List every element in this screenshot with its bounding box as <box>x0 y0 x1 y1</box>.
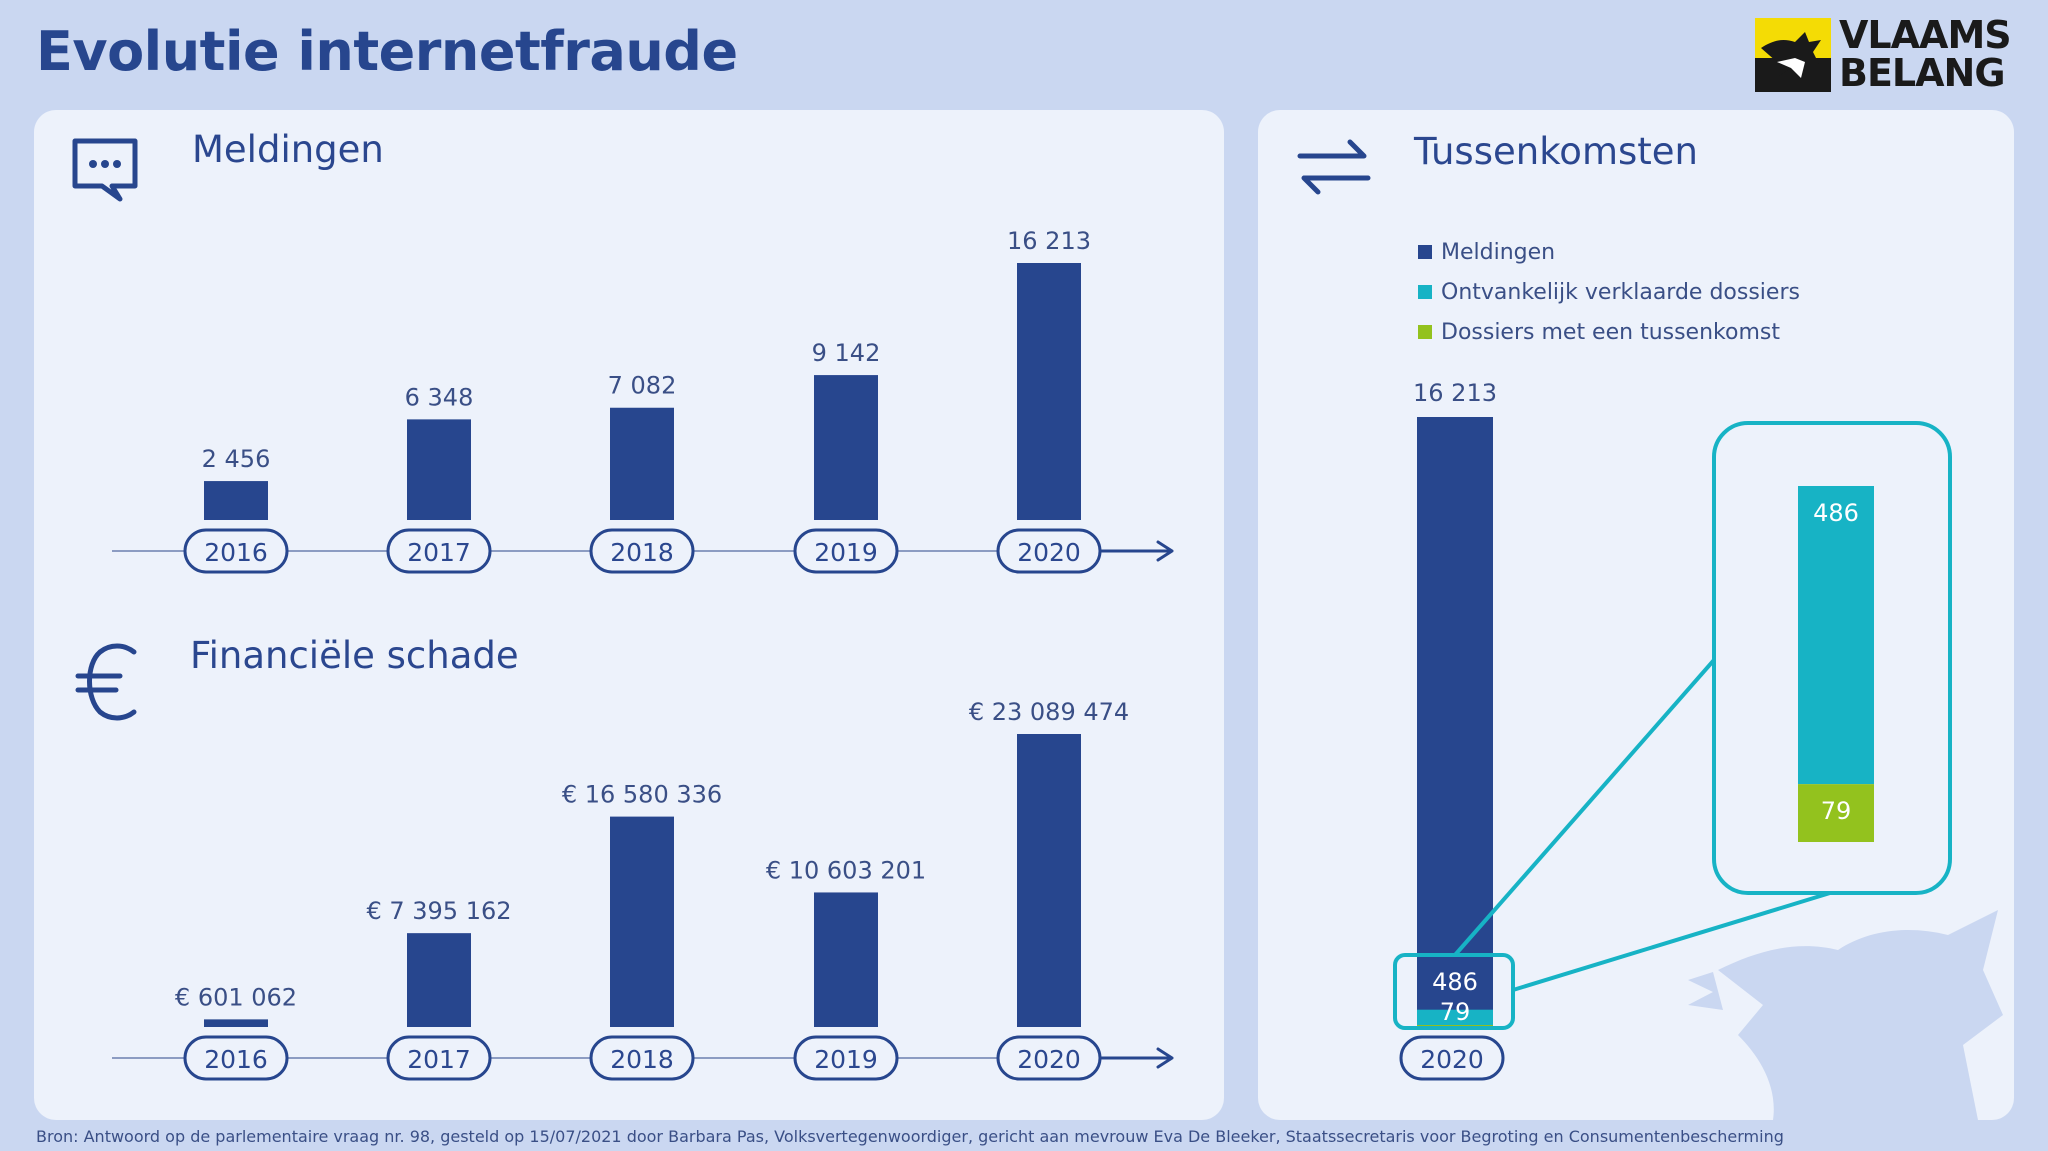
legend-label: Dossiers met een tussenkomst <box>1441 319 1780 345</box>
zoom-source-box <box>1393 953 1515 1030</box>
meldingen-title: Meldingen <box>192 128 384 171</box>
meldingen-data-label: 16 213 <box>1007 227 1091 255</box>
zoom-data-label: 486 <box>1813 499 1859 527</box>
schade-title: Financiële schade <box>190 634 519 677</box>
meldingen-data-label: 7 082 <box>608 372 677 400</box>
euro-icon <box>75 643 137 721</box>
lion-watermark-icon <box>1688 910 2003 1120</box>
swap-arrows-icon <box>1297 139 1371 195</box>
schade-tick-label: 2016 <box>204 1045 268 1074</box>
schade-tick-label: 2019 <box>814 1045 878 1074</box>
tussenkomsten-bar-ontvankelijk <box>1417 1009 1493 1026</box>
zoom-bar-tussenkomst <box>1798 784 1874 842</box>
legend-label: Ontvankelijk verklaarde dossiers <box>1441 279 1800 305</box>
legend-swatch <box>1418 245 1432 259</box>
legend-item-tussenkomst: Dossiers met een tussenkomst <box>1418 312 1800 352</box>
meldingen-tick-label: 2017 <box>407 538 471 567</box>
meldingen-year-pill <box>589 528 695 574</box>
speech-bubble-icon <box>72 138 138 202</box>
legend-swatch <box>1418 325 1432 339</box>
tussenkomsten-title: Tussenkomsten <box>1414 130 1698 173</box>
schade-data-label: € 10 603 201 <box>766 856 926 884</box>
tussenkomsten-data-label: 79 <box>1440 998 1471 1026</box>
schade-data-label: € 23 089 474 <box>969 698 1129 726</box>
logo-text: VLAAMS BELANG <box>1839 13 2012 95</box>
schade-tick-label: 2020 <box>1017 1045 1081 1074</box>
meldingen-tick-label: 2016 <box>204 538 268 567</box>
zoom-data-label: 79 <box>1821 797 1852 825</box>
schade-year-pill <box>386 1035 492 1081</box>
schade-bar <box>1017 734 1081 1027</box>
meldingen-year-pill <box>996 528 1102 574</box>
meldingen-year-pill <box>793 528 899 574</box>
schade-bar <box>610 816 674 1027</box>
tussenkomsten-data-label: 16 213 <box>1413 379 1497 407</box>
schade-axis-arrow-icon <box>1098 1047 1174 1069</box>
schade-tick-label: 2018 <box>610 1045 674 1074</box>
tussenkomsten-legend: Meldingen Ontvankelijk verklaarde dossie… <box>1418 232 1800 352</box>
tussenkomsten-year-pill <box>1399 1035 1505 1081</box>
legend-swatch <box>1418 285 1432 299</box>
meldingen-data-label: 6 348 <box>405 383 474 411</box>
schade-bar <box>204 1019 268 1027</box>
schade-year-pill <box>589 1035 695 1081</box>
meldingen-tick-label: 2018 <box>610 538 674 567</box>
legend-label: Meldingen <box>1441 239 1556 265</box>
meldingen-data-label: 2 456 <box>202 445 271 473</box>
page-title: Evolutie internetfraude <box>36 20 738 83</box>
legend-item-ontvankelijk: Ontvankelijk verklaarde dossiers <box>1418 272 1800 312</box>
tussenkomsten-tick-label: 2020 <box>1420 1045 1484 1074</box>
schade-data-label: € 601 062 <box>175 983 297 1011</box>
schade-year-pill <box>996 1035 1102 1081</box>
schade-bar <box>814 892 878 1027</box>
tussenkomsten-data-label: 486 <box>1432 968 1478 996</box>
zoom-bar-ontvankelijk <box>1798 486 1874 785</box>
schade-data-label: € 7 395 162 <box>366 897 511 925</box>
schade-year-pill <box>183 1035 289 1081</box>
source-note: Bron: Antwoord op de parlementaire vraag… <box>36 1127 1784 1146</box>
meldingen-bar <box>407 419 471 520</box>
zoom-connector-line <box>1512 891 1831 992</box>
meldingen-bar <box>814 375 878 520</box>
meldingen-tick-label: 2020 <box>1017 538 1081 567</box>
vlaams-belang-logo: VLAAMS BELANG <box>1755 13 2015 95</box>
meldingen-tick-label: 2019 <box>814 538 878 567</box>
meldingen-axis-arrow-icon <box>1098 540 1174 562</box>
meldingen-bar <box>204 481 268 520</box>
meldingen-bar <box>610 407 674 520</box>
legend-item-meldingen: Meldingen <box>1418 232 1800 272</box>
schade-data-label: € 16 580 336 <box>562 781 722 809</box>
logo-line-1: VLAAMS <box>1839 13 2012 57</box>
zoom-connector-line <box>1453 658 1716 957</box>
meldingen-bar <box>1017 263 1081 520</box>
schade-tick-label: 2017 <box>407 1045 471 1074</box>
lion-flag-logo-icon <box>1755 18 1831 92</box>
logo-line-2: BELANG <box>1839 51 2006 95</box>
meldingen-year-pill <box>183 528 289 574</box>
tussenkomsten-bar-meldingen <box>1417 417 1493 1028</box>
meldingen-data-label: 9 142 <box>812 339 881 367</box>
meldingen-year-pill <box>386 528 492 574</box>
schade-bar <box>407 933 471 1027</box>
schade-year-pill <box>793 1035 899 1081</box>
